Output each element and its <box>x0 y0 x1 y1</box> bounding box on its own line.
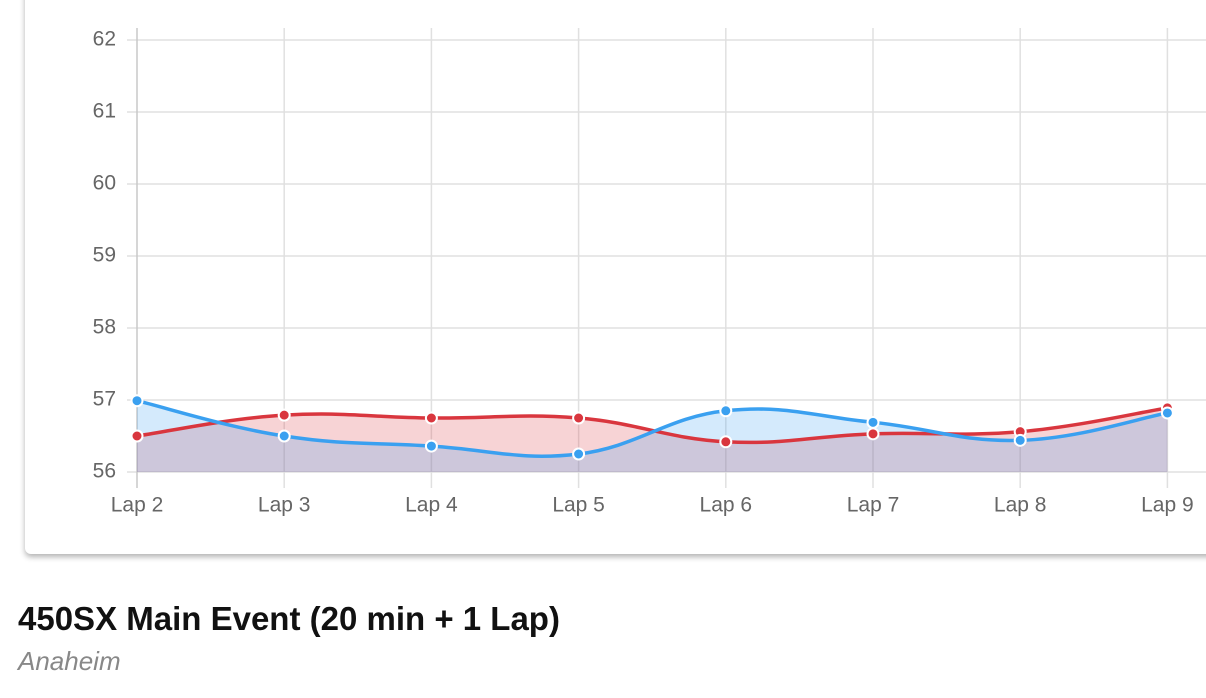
x-tick-label: Lap 4 <box>405 494 458 517</box>
data-point <box>277 429 291 443</box>
data-point <box>424 411 438 425</box>
y-tick-label: 61 <box>93 100 116 123</box>
data-point <box>866 415 880 429</box>
x-tick-label: Lap 9 <box>1141 494 1194 517</box>
chart-card <box>25 0 1206 554</box>
data-point <box>277 408 291 422</box>
series-line <box>136 399 1168 459</box>
data-point <box>572 411 586 425</box>
data-point <box>719 435 733 449</box>
data-point <box>1160 406 1174 420</box>
event-title: 450SX Main Event (20 min + 1 Lap) <box>18 600 560 637</box>
y-tick-label: 57 <box>93 388 116 411</box>
series-area <box>137 407 1168 472</box>
data-point <box>719 404 733 418</box>
y-tick-label: 58 <box>93 316 116 339</box>
series-area <box>137 400 1168 472</box>
data-point <box>866 427 880 441</box>
x-tick-label: Lap 6 <box>700 494 753 517</box>
x-tick-label: Lap 3 <box>258 494 311 517</box>
event-location: Anaheim <box>18 646 121 676</box>
x-tick-label: Lap 7 <box>847 494 900 517</box>
data-point <box>424 439 438 453</box>
chart: 56 57 58 59 60 61 62 Lap 2 Lap 3 Lap 4 Lap 5 Lap 6 L… <box>93 28 1206 517</box>
data-point <box>1013 433 1027 447</box>
data-point <box>130 394 144 408</box>
x-tick-label: Lap 8 <box>994 494 1047 517</box>
x-tick-label: Lap 2 <box>111 494 164 517</box>
y-tick-label: 56 <box>93 460 116 483</box>
y-tick-label: 62 <box>93 28 116 51</box>
data-point <box>572 447 586 461</box>
x-tick-label: Lap 5 <box>552 494 605 517</box>
y-tick-label: 59 <box>93 244 116 267</box>
y-tick-label: 60 <box>93 172 116 195</box>
data-point <box>130 429 144 443</box>
